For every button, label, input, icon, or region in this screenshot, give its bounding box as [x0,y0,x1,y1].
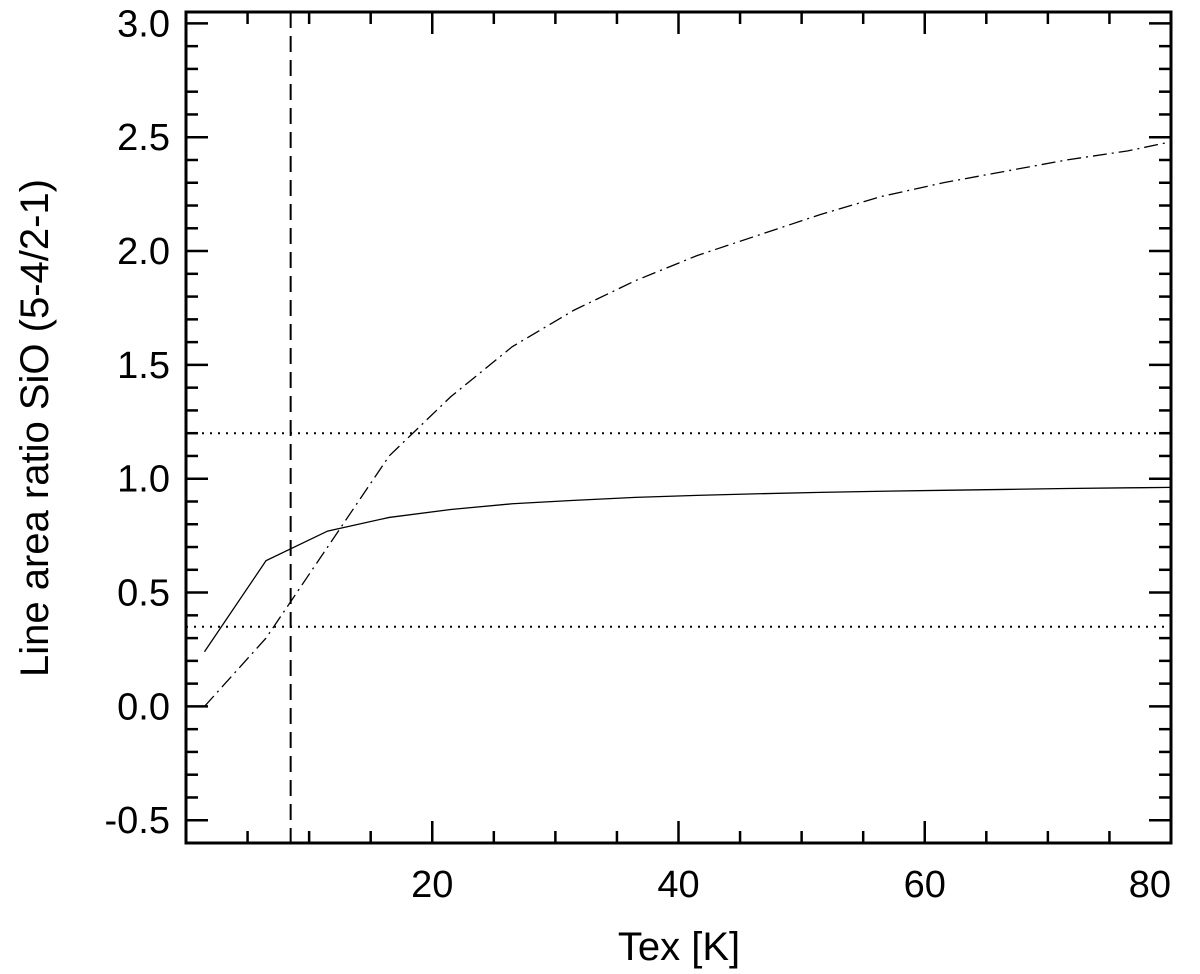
y-tick-label: 1.0 [117,459,170,501]
y-tick-label: 3.0 [117,3,170,45]
reference-lines [186,12,1171,843]
y-tick-label: 2.5 [117,117,170,159]
y-tick-label: -0.5 [105,800,170,842]
y-tick-label: 2.0 [117,231,170,273]
y-tick-label: 1.5 [117,345,170,387]
y-tick-label: 0.0 [117,686,170,728]
axis-ticks [186,12,1171,843]
x-axis-title: Tex [K] [618,925,740,969]
x-tick-label: 80 [1129,864,1171,906]
y-axis-title: Line area ratio SiO (5-4/2-1) [13,179,57,677]
solid-series-line [203,486,1172,653]
data-series [203,141,1172,707]
y-tick-label: 0.5 [117,573,170,615]
x-tick-label: 20 [411,864,453,906]
dash-dot-series-line [203,141,1172,707]
x-tick-label: 60 [904,864,946,906]
x-tick-label: 40 [657,864,699,906]
tick-labels: 20 40 60 80 -0.5 0.0 0.5 1.0 1.5 2.0 2.5 3.0 [105,3,1171,906]
plot-frame [184,10,1173,845]
